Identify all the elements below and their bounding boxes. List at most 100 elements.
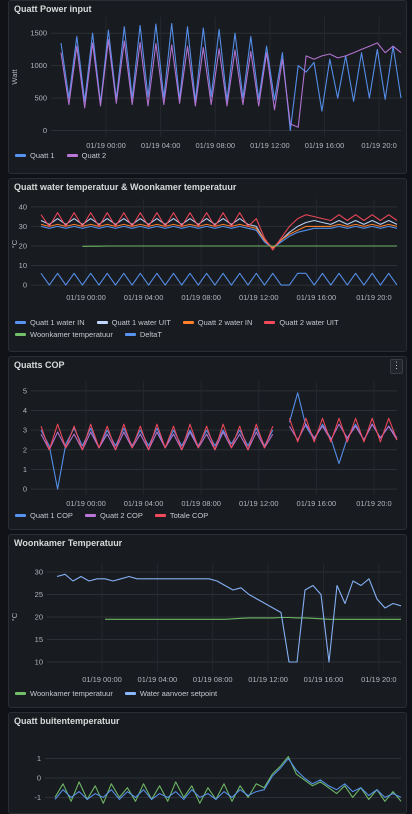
legend-item[interactable]: Quatt 2 COP <box>85 511 143 520</box>
legend-water-temperature: Quatt 1 water IN Quatt 1 water UIT Quatt 2… <box>15 318 400 339</box>
y-axis-label: °C <box>10 612 19 621</box>
legend-swatch <box>183 321 194 324</box>
y-tick-label: 30 <box>19 222 27 231</box>
y-tick-label: 0 <box>23 281 27 290</box>
legend-label: Woonkamer temperatuur <box>30 689 113 698</box>
series-line-3 <box>41 213 397 250</box>
x-tick-label: 01/19 12:00 <box>248 675 288 684</box>
x-tick-label: 01/19 08:00 <box>181 293 221 302</box>
legend-item[interactable]: Quatt 1 COP <box>15 511 73 520</box>
legend-swatch <box>15 321 26 324</box>
series-line-0 <box>105 618 401 620</box>
legend-item[interactable]: Water aanvoer setpoint <box>125 689 217 698</box>
series-line-5 <box>41 273 397 285</box>
x-tick-label: 01/19 04:00 <box>124 499 164 508</box>
x-tick-label: 01/19 00:00 <box>86 141 126 150</box>
y-tick-label: 0 <box>37 774 41 783</box>
legend-power-input: Quatt 1 Quatt 2 <box>15 151 400 160</box>
y-axis-label: °C <box>10 239 19 248</box>
legend-item[interactable]: Quatt 1 water UIT <box>97 318 171 327</box>
y-tick-label: 1 <box>23 465 27 474</box>
legend-item[interactable]: Woonkamer temperatuur <box>15 689 113 698</box>
legend-label: Totale COP <box>170 511 208 520</box>
y-tick-label: 1000 <box>30 61 47 70</box>
y-axis-label: Watt <box>10 69 19 85</box>
x-tick-label: 01/19 12:00 <box>239 499 279 508</box>
y-tick-label: 20 <box>19 241 27 250</box>
legend-label: Quatt 2 water IN <box>198 318 253 327</box>
legend-item[interactable]: Totale COP <box>155 511 208 520</box>
y-tick-label: 500 <box>34 94 47 103</box>
legend-item[interactable]: DeltaT <box>125 330 162 339</box>
y-tick-label: 10 <box>35 658 43 667</box>
x-tick-label: 01/19 20:0 <box>361 675 396 684</box>
y-tick-label: 15 <box>35 635 43 644</box>
x-tick-label: 01/19 00:00 <box>82 675 122 684</box>
legend-swatch <box>97 321 108 324</box>
y-tick-label: 10 <box>19 261 27 270</box>
legend-item[interactable]: Quatt 2 water IN <box>183 318 253 327</box>
y-tick-label: 5 <box>23 386 27 395</box>
x-tick-label: 01/19 16:00 <box>297 499 337 508</box>
series-line-1 <box>41 219 397 248</box>
y-tick-label: 1 <box>37 754 41 763</box>
legend-item[interactable]: Woonkamer temperatuur <box>15 330 113 339</box>
y-tick-label: 3 <box>23 426 27 435</box>
y-tick-label: 25 <box>35 590 43 599</box>
chart-buitentemperatuur: 1 0 -1 <box>9 713 406 813</box>
legend-swatch <box>264 321 275 324</box>
series-line-0 <box>41 226 397 248</box>
x-tick-label: 01/19 00:00 <box>66 293 106 302</box>
legend-item[interactable]: Quatt 2 <box>67 151 107 160</box>
legend-swatch <box>67 154 78 157</box>
legend-swatch <box>125 692 136 695</box>
y-tick-label: 1500 <box>30 29 47 38</box>
y-tick-label: 2 <box>23 445 27 454</box>
series-line-2 <box>41 418 397 450</box>
x-tick-label: 01/19 04:00 <box>138 675 178 684</box>
legend-label: Quatt 1 water IN <box>30 318 85 327</box>
legend-swatch <box>15 154 26 157</box>
y-tick-label: 4 <box>23 406 27 415</box>
legend-item[interactable]: Quatt 2 water UIT <box>264 318 338 327</box>
y-tick-label: 30 <box>35 568 43 577</box>
legend-swatch <box>125 333 136 336</box>
x-tick-label: 01/19 20:0 <box>356 499 391 508</box>
panel-water-temperature: Quatt water temperatuur & Woonkamer temp… <box>8 178 407 352</box>
legend-woonkamer-temperature: Woonkamer temperatuur Water aanvoer setpo… <box>15 689 400 698</box>
legend-label: Water aanvoer setpoint <box>140 689 217 698</box>
y-tick-label: -1 <box>34 793 41 802</box>
y-tick-label: 20 <box>35 613 43 622</box>
x-tick-label: 01/19 20:0 <box>356 293 391 302</box>
legend-label: DeltaT <box>140 330 162 339</box>
legend-label: Quatt 1 water UIT <box>112 318 171 327</box>
x-tick-label: 01/19 12:00 <box>239 293 279 302</box>
legend-cop: Quatt 1 COP Quatt 2 COP Totale COP <box>15 511 400 520</box>
x-tick-label: 01/19 20:0 <box>361 141 396 150</box>
legend-item[interactable]: Quatt 1 <box>15 151 55 160</box>
legend-label: Quatt 1 <box>30 151 55 160</box>
x-tick-label: 01/19 08:00 <box>181 499 221 508</box>
legend-swatch <box>155 514 166 517</box>
y-tick-label: 40 <box>19 202 27 211</box>
x-tick-label: 01/19 04:00 <box>141 141 181 150</box>
legend-label: Quatt 1 COP <box>30 511 73 520</box>
legend-label: Quatt 2 <box>82 151 107 160</box>
series-line-0 <box>55 757 401 804</box>
legend-label: Woonkamer temperatuur <box>30 330 113 339</box>
legend-label: Quatt 2 water UIT <box>279 318 338 327</box>
legend-item[interactable]: Quatt 1 water IN <box>15 318 85 327</box>
legend-swatch <box>15 514 26 517</box>
series-line-1 <box>57 574 401 662</box>
x-tick-label: 01/19 04:00 <box>124 293 164 302</box>
legend-swatch <box>15 333 26 336</box>
legend-swatch <box>15 692 26 695</box>
x-tick-label: 01/19 16:00 <box>305 141 345 150</box>
y-tick-label: 0 <box>43 126 47 135</box>
chart-power-input: 0 500 1000 1500 01/19 00:00 01/19 04:00 01/19 … <box>9 1 406 173</box>
